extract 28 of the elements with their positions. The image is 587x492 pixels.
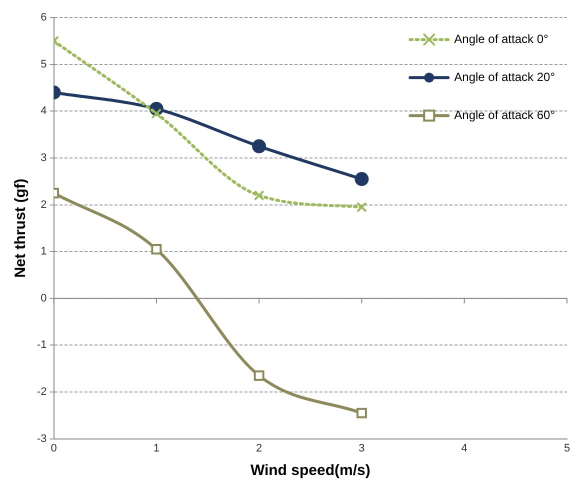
y-tick-label: 0 (40, 292, 47, 304)
y-tick-label: -3 (37, 432, 47, 445)
y-tick-label: -2 (37, 386, 47, 398)
point (254, 370, 264, 381)
legend-label: Angle of attack 20° (454, 70, 556, 84)
point (254, 190, 264, 201)
x-tick-label: 3 (358, 442, 365, 454)
y-tick-label: 2 (40, 198, 47, 211)
y-axis-title: Net thrust (gf) (12, 178, 30, 278)
x-tick-label: 2 (256, 442, 262, 454)
point (356, 408, 367, 418)
y-tick-label: 1 (40, 246, 47, 258)
x-axis-title: Wind speed(m/s) (250, 462, 370, 480)
point (151, 244, 162, 255)
x-tick-label: 1 (153, 442, 160, 454)
x-tick-label: 5 (564, 442, 570, 454)
x-tick-label: 4 (461, 442, 468, 454)
y-tick-label: -1 (37, 339, 47, 352)
legend-label: Angle of attack 60° (454, 108, 556, 122)
legend-label: Angle of attack 0° (454, 32, 549, 46)
point (356, 202, 367, 212)
y-tick-label: 5 (40, 58, 47, 70)
y-tick-label: 3 (40, 152, 47, 164)
x-tick-label: 0 (50, 442, 57, 454)
point (252, 139, 266, 154)
y-tick-label: 4 (40, 105, 47, 118)
y-tick-label: 6 (40, 12, 47, 24)
point (354, 172, 369, 186)
